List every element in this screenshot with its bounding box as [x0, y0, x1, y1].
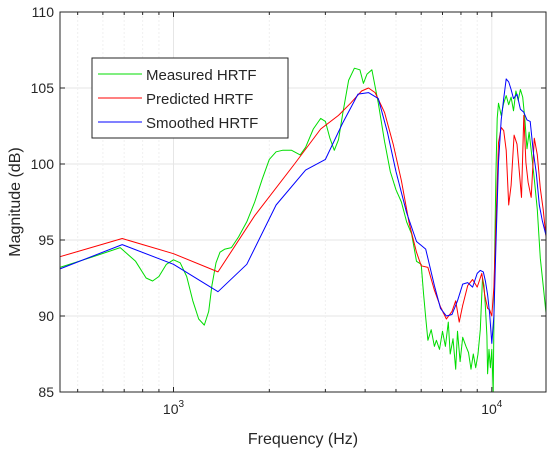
x-tick-label-base: 10	[163, 401, 179, 417]
axes-box	[59, 11, 547, 393]
x-axis-label: Frequency (Hz)	[248, 431, 358, 448]
y-tick-label: 110	[32, 4, 55, 20]
y-tick-label: 95	[38, 232, 54, 248]
series-line-2	[59, 87, 547, 323]
grid	[60, 12, 546, 392]
legend-label-1: Measured HRTF	[146, 67, 257, 84]
x-tick-label: 104	[481, 399, 503, 417]
x-tick-label-base: 10	[481, 401, 497, 417]
plot-lines	[59, 67, 547, 393]
legend-label-2: Predicted HRTF	[146, 91, 253, 108]
legend: Measured HRTF Predicted HRTF Smoothed HRTF	[91, 57, 289, 139]
legend-label-3: Smoothed HRTF	[146, 115, 258, 132]
y-tick-label: 100	[31, 156, 55, 172]
y-axis-label: Magnitude (dB)	[7, 147, 24, 256]
series-line-3	[59, 78, 547, 344]
x-tick-label-exponent: 4	[497, 399, 503, 410]
y-tick-label: 85	[38, 384, 54, 400]
x-tick-label: 103	[163, 399, 185, 417]
legend-items: Measured HRTF Predicted HRTF Smoothed HRTF	[98, 67, 258, 132]
x-tick-label-exponent: 3	[179, 399, 185, 410]
ticks	[60, 11, 546, 393]
y-tick-label: 105	[31, 80, 55, 96]
y-tick-label: 90	[38, 308, 54, 324]
